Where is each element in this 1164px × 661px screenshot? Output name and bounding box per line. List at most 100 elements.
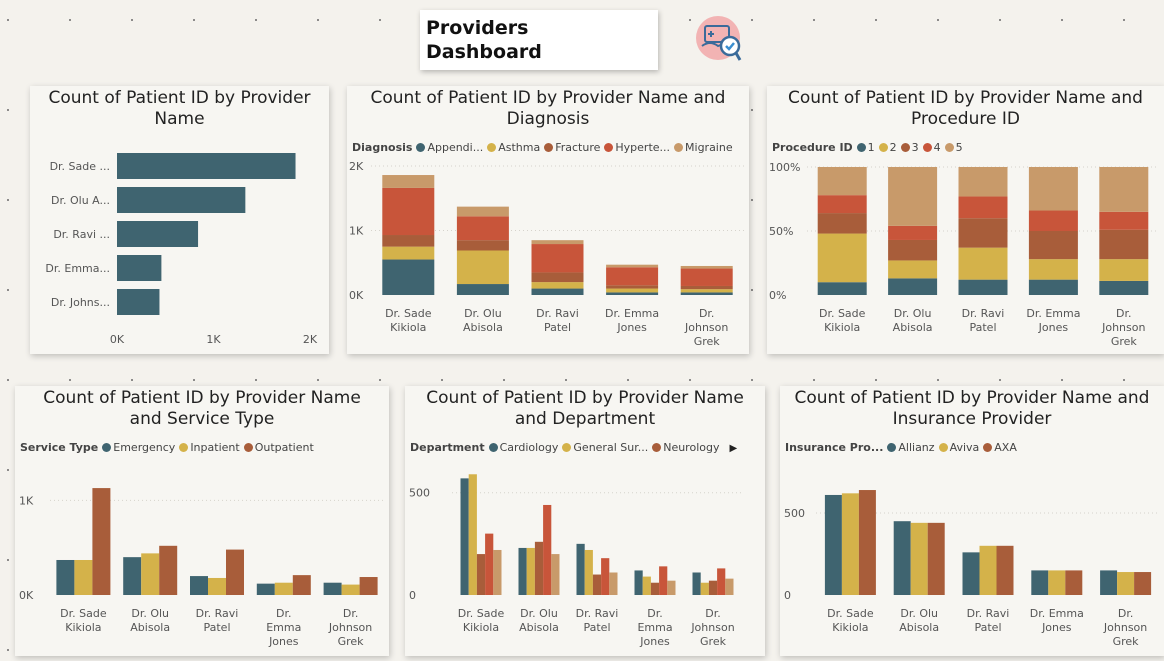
chart-panel-insurance[interactable]: Count of Patient ID by Provider Name and… [780,386,1164,656]
chart-title: Count of Patient ID by Provider Name and… [426,388,744,429]
legend-item[interactable]: 2 [878,141,897,154]
x-tick-label: Patel [583,621,610,634]
grid-dot [999,379,1001,381]
legend-swatch [487,143,497,152]
x-tick-label: Patel [203,621,230,634]
legend-item[interactable]: Inpatient [179,441,240,454]
grid-dot [255,19,257,21]
chart-legend[interactable]: Department Cardiology General Sur... Neurol… [410,441,737,454]
bar-segment [888,167,938,226]
legend-swatch [856,143,866,152]
grid-dot [813,379,815,381]
bar [962,552,980,595]
bar [841,493,859,595]
legend-label: 4 [933,141,941,154]
legend-item[interactable]: Emergency [102,441,175,454]
bar-segment [1028,279,1078,295]
bar-segment [456,240,509,251]
x-tick-label: Jones [616,321,647,334]
grid-dot [7,649,9,651]
x-tick-label: 1K [206,333,221,346]
legend-item[interactable]: 1 [856,141,875,154]
chart-panel-procedure[interactable]: Count of Patient ID by Provider Name and… [767,86,1164,354]
bar [468,474,477,595]
legend-item[interactable]: Cardiology [488,441,558,454]
y-tick-label: 2K [349,160,364,173]
bar-segment [606,285,659,289]
y-tick-label: 1K [19,494,34,507]
legend-item[interactable]: 3 [900,141,919,154]
chart-panel-diagnosis[interactable]: Count of Patient ID by Provider Name and… [347,86,749,354]
x-tick-label: Patel [974,621,1001,634]
grid-dot [7,289,9,291]
x-tick-label: Jones [268,635,299,648]
legend-item[interactable]: Hyperte... [604,141,670,154]
y-tick-label: Dr. Emma... [45,262,110,275]
chart-legend[interactable]: Diagnosis Appendi... Asthma Fracture Hyperte… [352,141,737,154]
legend-swatch [878,143,888,152]
x-tick-label: Abisola [893,321,933,334]
bar [292,575,311,595]
legend-swatch [938,443,948,452]
bar [1100,570,1118,595]
x-tick-label: Dr. [647,607,662,620]
grid-dot [317,19,319,21]
bar [609,572,618,595]
bar [543,504,552,595]
legend-item[interactable]: Outpatient [243,441,314,454]
grid-dot [503,379,505,381]
x-tick-label: Dr. [276,607,291,620]
legend-item[interactable]: Neurology [652,441,719,454]
legend-title: Procedure ID [772,141,853,154]
legend-next-arrow-icon[interactable]: ▶ [729,443,738,454]
bar [659,566,668,595]
bar-segment [606,292,659,295]
chart-panel-department[interactable]: Count of Patient ID by Provider Name and… [405,386,765,656]
x-tick-label: Dr. Sade [60,607,107,620]
x-tick-label: Abisola [899,621,939,634]
legend-label: Emergency [113,441,176,454]
chart-legend[interactable]: Insurance Pro... Allianz Aviva AXA [785,441,1021,454]
legend-item[interactable]: Aviva [938,441,979,454]
x-tick-label: Jones [1041,621,1072,634]
legend-item[interactable]: Allianz [887,441,935,454]
legend-item[interactable]: Appendi... [416,141,483,154]
legend-label: AXA [994,441,1017,454]
legend-item[interactable]: Fracture [544,141,600,154]
bar-segment [1028,210,1078,231]
chart-panel-provider-count[interactable]: Count of Patient ID by Provider Name 0K 1… [30,86,329,354]
bar [159,545,178,595]
legend-item[interactable]: Migraine [674,141,733,154]
bar-segment [1099,280,1149,295]
y-tick-label: 0% [769,289,786,302]
x-tick-label: Dr. Olu [520,607,558,620]
chart-panel-service-type[interactable]: Count of Patient ID by Provider Name and… [15,386,389,656]
bar-segment [1028,259,1078,280]
bar [634,570,643,595]
x-tick-label: Dr. Ravi [967,607,1010,620]
legend-item[interactable]: Asthma [487,141,540,154]
bar [493,549,502,595]
bar [117,221,199,247]
x-tick-label: Jones [1038,321,1069,334]
chart-legend[interactable]: Service Type Emergency Inpatient Outpatient [20,441,318,454]
grid-dot [937,19,939,21]
bar-segment [606,288,659,293]
y-tick-label: 500 [784,507,805,520]
legend-item[interactable]: AXA [983,441,1017,454]
legend-item[interactable]: 5 [944,141,963,154]
legend-swatch [604,143,614,152]
chart-title: Count of Patient ID by Provider Name and… [788,88,1143,129]
bar [141,553,160,595]
legend-item[interactable]: 4 [922,141,941,154]
x-tick-label: Patel [969,321,996,334]
legend-item[interactable]: General Sur... [562,441,648,454]
bar-segment [1099,259,1149,281]
legend-swatch [652,443,662,452]
x-tick-label: Grek [1113,635,1140,648]
bar-segment [382,235,435,247]
y-tick-label: 0K [19,589,34,602]
chart-legend[interactable]: Procedure ID 1 2 3 4 5 [772,141,967,154]
